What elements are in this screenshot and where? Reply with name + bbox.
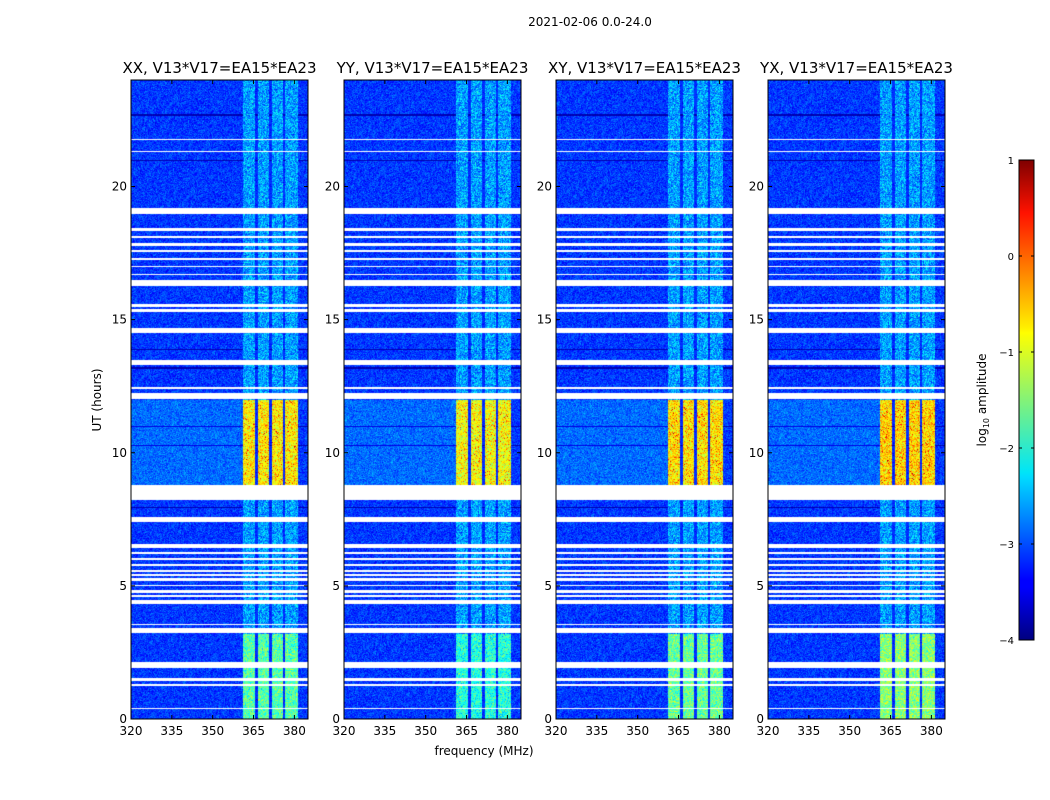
y-tick-label: 15 bbox=[112, 313, 127, 327]
y-tick-label: 15 bbox=[537, 313, 552, 327]
x-tick-label: 380 bbox=[920, 724, 943, 738]
y-axis-label: UT (hours) bbox=[90, 368, 104, 431]
x-tick-label: 335 bbox=[797, 724, 820, 738]
x-tick-label: 380 bbox=[283, 724, 306, 738]
x-tick-label: 320 bbox=[757, 724, 780, 738]
y-tick-label: 5 bbox=[544, 579, 552, 593]
colorbar: 10−1−2−3−4 log10 amplitude bbox=[975, 156, 1035, 647]
y-tick-label: 20 bbox=[537, 180, 552, 194]
colorbar-gradient bbox=[1018, 159, 1035, 641]
x-tick-label: 320 bbox=[333, 724, 356, 738]
y-tick-label: 20 bbox=[749, 180, 764, 194]
y-tick-label: 0 bbox=[332, 712, 340, 726]
x-tick-label: 335 bbox=[585, 724, 608, 738]
x-tick-label: 320 bbox=[120, 724, 143, 738]
x-tick-label: 380 bbox=[496, 724, 519, 738]
x-tick-label: 335 bbox=[160, 724, 183, 738]
x-tick-label: 365 bbox=[667, 724, 690, 738]
figure-suptitle: 2021-02-06 0.0-24.0 bbox=[528, 15, 652, 29]
x-tick-label: 350 bbox=[201, 724, 224, 738]
y-tick-label: 15 bbox=[749, 313, 764, 327]
panel-1: XX, V13*V17=EA15*EA23 320 335 350 365 380 0 5 10… bbox=[112, 59, 317, 738]
panel-title: YX, V13*V17=EA15*EA23 bbox=[759, 59, 953, 77]
colorbar-ticks: 1 0 −1 −2 −3 −4 bbox=[999, 156, 1034, 647]
panel-frame bbox=[343, 79, 522, 720]
x-tick-label: 350 bbox=[414, 724, 437, 738]
y-tick-label: 10 bbox=[112, 446, 127, 460]
y-tick-label: 0 bbox=[756, 712, 764, 726]
colorbar-tick-label: −2 bbox=[999, 444, 1014, 455]
y-tick-label: 5 bbox=[119, 579, 127, 593]
x-tick-label: 350 bbox=[626, 724, 649, 738]
panel-frame bbox=[555, 79, 734, 720]
y-tick-label: 5 bbox=[756, 579, 764, 593]
panel-heatmap bbox=[768, 80, 945, 719]
x-tick-label: 350 bbox=[838, 724, 861, 738]
panel-heatmap bbox=[344, 80, 521, 719]
colorbar-tick-label: −1 bbox=[999, 348, 1014, 359]
x-tick-label: 365 bbox=[455, 724, 478, 738]
panel-heatmap bbox=[131, 80, 308, 719]
panels: XX, V13*V17=EA15*EA23 320 335 350 365 380 0 5 10… bbox=[112, 59, 953, 738]
panel-title: YY, V13*V17=EA15*EA23 bbox=[336, 59, 529, 77]
panel-2: YY, V13*V17=EA15*EA23 320 335 350 365 380 0 5 10… bbox=[325, 59, 529, 738]
y-tick-label: 10 bbox=[537, 446, 552, 460]
x-tick-label: 335 bbox=[373, 724, 396, 738]
colorbar-label-suffix: amplitude bbox=[975, 354, 989, 418]
x-tick-label: 365 bbox=[879, 724, 902, 738]
panel-title: XX, V13*V17=EA15*EA23 bbox=[122, 59, 316, 77]
x-tick-label: 380 bbox=[708, 724, 731, 738]
x-tick-label: 320 bbox=[545, 724, 568, 738]
colorbar-tick-label: 0 bbox=[1008, 252, 1014, 263]
y-tick-label: 5 bbox=[332, 579, 340, 593]
x-axis-label: frequency (MHz) bbox=[434, 744, 533, 758]
colorbar-tick-label: −3 bbox=[999, 540, 1014, 551]
y-tick-label: 0 bbox=[544, 712, 552, 726]
panel-3: XY, V13*V17=EA15*EA23 320 335 350 365 380 0 5 10… bbox=[537, 59, 741, 738]
y-tick-label: 20 bbox=[112, 180, 127, 194]
y-tick-label: 0 bbox=[119, 712, 127, 726]
colorbar-label-sub: 10 bbox=[982, 418, 991, 428]
x-tick-label: 365 bbox=[242, 724, 265, 738]
panel-title: XY, V13*V17=EA15*EA23 bbox=[548, 59, 741, 77]
panel-frame bbox=[767, 79, 946, 720]
y-tick-label: 20 bbox=[325, 180, 340, 194]
y-tick-label: 15 bbox=[325, 313, 340, 327]
colorbar-tick-label: 1 bbox=[1008, 156, 1014, 167]
colorbar-label-log: log bbox=[975, 428, 989, 446]
y-tick-label: 10 bbox=[749, 446, 764, 460]
panel-frame bbox=[130, 79, 309, 720]
colorbar-tick-label: −4 bbox=[999, 636, 1014, 647]
panel-4: YX, V13*V17=EA15*EA23 320 335 350 365 380 0 5 10… bbox=[749, 59, 953, 738]
colorbar-label: log10 amplitude bbox=[975, 354, 991, 447]
panel-heatmap bbox=[556, 80, 733, 719]
y-tick-label: 10 bbox=[325, 446, 340, 460]
